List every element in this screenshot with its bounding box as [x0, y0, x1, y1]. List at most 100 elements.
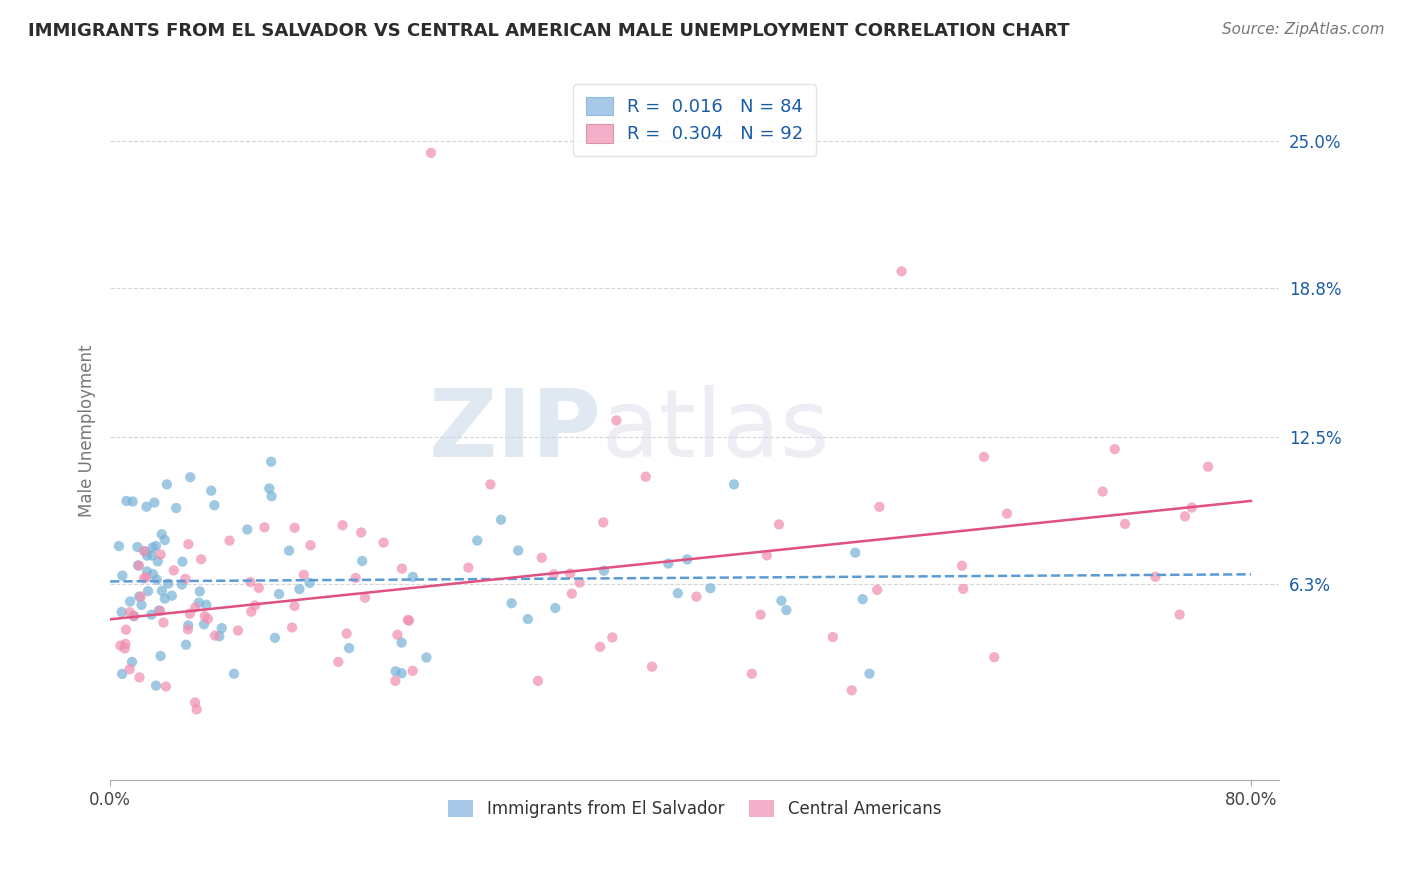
Point [723, 477, 745, 491]
Point [402, 570, 425, 584]
Point [284, 521, 307, 535]
Point [222, 666, 245, 681]
Point [489, 513, 512, 527]
Point [1197, 459, 1219, 474]
Point [259, 482, 281, 496]
Point [186, 702, 208, 716]
Point [398, 614, 420, 628]
Point [111, 666, 134, 681]
Point [605, 413, 627, 427]
Point [115, 494, 138, 508]
Point [150, 583, 173, 598]
Point [240, 605, 263, 619]
Point [676, 552, 699, 566]
Point [281, 620, 304, 634]
Point [299, 538, 322, 552]
Point [589, 640, 612, 654]
Point [145, 573, 167, 587]
Point [188, 584, 211, 599]
Point [120, 594, 142, 608]
Point [253, 520, 276, 534]
Legend: Immigrants from El Salvador, Central Americans: Immigrants from El Salvador, Central Ame… [441, 793, 948, 824]
Point [111, 605, 134, 619]
Point [602, 631, 624, 645]
Point [501, 596, 523, 610]
Point [110, 639, 132, 653]
Point [122, 609, 145, 624]
Point [402, 664, 425, 678]
Point [844, 546, 866, 560]
Point [352, 554, 374, 568]
Point [141, 607, 163, 622]
Point [387, 628, 409, 642]
Point [350, 525, 373, 540]
Point [127, 540, 149, 554]
Point [260, 455, 283, 469]
Point [121, 655, 143, 669]
Point [666, 586, 689, 600]
Point [114, 641, 136, 656]
Point [163, 563, 186, 577]
Point [770, 593, 793, 607]
Point [657, 557, 679, 571]
Point [479, 477, 502, 491]
Point [561, 587, 583, 601]
Text: IMMIGRANTS FROM EL SALVADOR VS CENTRAL AMERICAN MALE UNEMPLOYMENT CORRELATION CH: IMMIGRANTS FROM EL SALVADOR VS CENTRAL A… [28, 22, 1070, 40]
Point [530, 550, 553, 565]
Point [344, 571, 367, 585]
Point [149, 548, 172, 562]
Point [135, 570, 157, 584]
Point [153, 533, 176, 547]
Point [134, 544, 156, 558]
Point [149, 648, 172, 663]
Point [174, 638, 197, 652]
Point [152, 615, 174, 630]
Point [127, 558, 149, 573]
Point [264, 631, 287, 645]
Point [821, 630, 844, 644]
Point [593, 564, 616, 578]
Point [141, 541, 163, 555]
Point [391, 561, 413, 575]
Point [142, 567, 165, 582]
Point [457, 560, 479, 574]
Point [890, 264, 912, 278]
Point [415, 650, 437, 665]
Point [136, 584, 159, 599]
Point [129, 590, 152, 604]
Point [195, 598, 218, 612]
Point [527, 673, 550, 688]
Point [145, 679, 167, 693]
Point [558, 566, 581, 581]
Point [973, 450, 995, 464]
Point [354, 591, 377, 605]
Point [260, 489, 283, 503]
Point [543, 567, 565, 582]
Point [132, 571, 155, 585]
Point [187, 596, 209, 610]
Point [391, 666, 413, 681]
Point [177, 537, 200, 551]
Point [114, 637, 136, 651]
Point [111, 568, 134, 582]
Point [391, 635, 413, 649]
Point [157, 576, 180, 591]
Point [204, 498, 226, 512]
Point [685, 590, 707, 604]
Point [516, 612, 538, 626]
Point [184, 600, 207, 615]
Point [641, 659, 664, 673]
Point [749, 607, 772, 622]
Point [1168, 607, 1191, 622]
Point [634, 469, 657, 483]
Point [283, 599, 305, 613]
Point [190, 552, 212, 566]
Point [226, 624, 249, 638]
Point [983, 650, 1005, 665]
Point [177, 618, 200, 632]
Point [278, 543, 301, 558]
Point [332, 518, 354, 533]
Point [384, 665, 406, 679]
Point [592, 516, 614, 530]
Point [136, 549, 159, 563]
